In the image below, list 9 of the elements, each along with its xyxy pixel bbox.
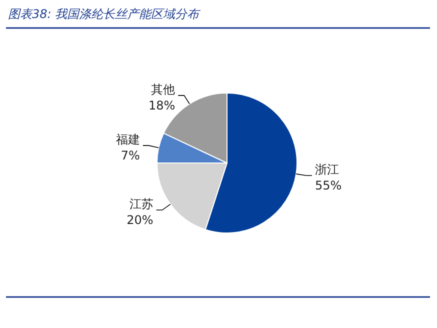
slice-label: 福建 bbox=[116, 132, 140, 147]
data-label: 18% bbox=[148, 98, 176, 112]
slice-label: 其他 bbox=[151, 82, 176, 96]
data-label: 20% bbox=[126, 213, 154, 228]
slice-label: 浙江 bbox=[315, 162, 340, 177]
slice-label: 江苏 bbox=[129, 197, 154, 212]
chart-title: 图表38: 我国涤纶长丝产能区域分布 bbox=[8, 7, 202, 21]
data-label: 7% bbox=[120, 148, 140, 163]
data-label: 55% bbox=[315, 178, 342, 193]
